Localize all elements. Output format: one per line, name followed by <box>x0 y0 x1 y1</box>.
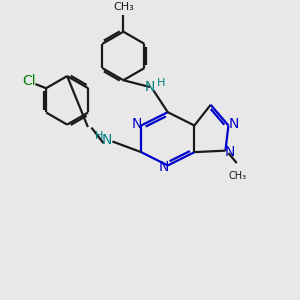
Text: CH₃: CH₃ <box>113 2 134 12</box>
Text: N: N <box>102 133 112 147</box>
Text: N: N <box>225 145 235 159</box>
Text: CH₃: CH₃ <box>228 171 246 182</box>
Text: N: N <box>229 117 239 131</box>
Text: N: N <box>158 160 169 174</box>
Text: H: H <box>157 79 165 88</box>
Text: Cl: Cl <box>23 74 36 88</box>
Text: N: N <box>145 80 155 94</box>
Text: H: H <box>94 130 103 141</box>
Text: N: N <box>131 117 142 131</box>
